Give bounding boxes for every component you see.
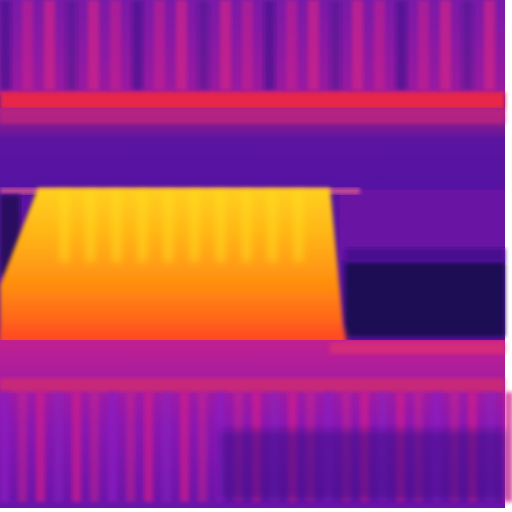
bottom-striped-band [0,340,512,508]
top-striped-band [0,0,505,95]
purple-middle-band [0,108,505,260]
dark-right-box [345,248,505,337]
red-hot-line [0,92,505,110]
